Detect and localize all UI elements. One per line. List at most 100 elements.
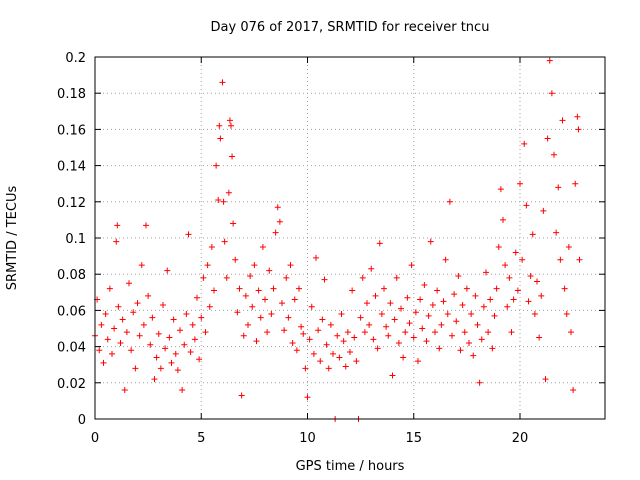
data-point: [230, 220, 237, 227]
grid-lines: [95, 57, 605, 419]
data-point: [395, 339, 402, 346]
data-point: [106, 285, 113, 292]
data-point: [474, 321, 481, 328]
data-point: [198, 314, 205, 321]
data-point: [536, 334, 543, 341]
data-point: [453, 318, 460, 325]
data-point: [412, 309, 419, 316]
data-point: [364, 300, 370, 307]
data-point: [434, 287, 441, 294]
data-point: [344, 329, 351, 336]
x-tick-labels: 0 5 10 15 20: [91, 431, 528, 446]
data-point: [242, 292, 249, 299]
data-point: [225, 189, 232, 196]
data-point: [385, 332, 392, 339]
y-tick-label: 0.12: [57, 196, 86, 211]
data-point: [565, 244, 572, 251]
data-point: [149, 314, 156, 321]
data-point: [283, 274, 290, 281]
data-point: [208, 244, 215, 251]
y-tick-label: 0.2: [65, 51, 86, 66]
data-point: [327, 321, 334, 328]
data-point: [102, 311, 109, 318]
axis-ticks: [94, 56, 605, 420]
x-tick-label: 20: [512, 431, 529, 446]
data-point: [531, 311, 538, 318]
data-point: [538, 292, 545, 299]
data-point: [272, 229, 279, 236]
data-points: [92, 57, 583, 422]
data-point: [347, 349, 353, 356]
data-point: [281, 327, 288, 334]
data-point: [183, 311, 190, 318]
y-tick-label: 0.08: [57, 268, 86, 283]
data-point: [449, 332, 455, 339]
y-tick-label: 0.1: [65, 232, 86, 247]
data-point: [510, 296, 517, 303]
data-point: [491, 312, 498, 319]
data-point: [514, 287, 521, 294]
data-point: [155, 330, 162, 337]
data-point: [185, 231, 192, 238]
data-point: [527, 273, 534, 280]
data-point: [132, 365, 139, 372]
data-point: [115, 303, 122, 310]
data-point: [342, 363, 349, 370]
data-point: [506, 274, 513, 281]
data-point: [370, 336, 377, 343]
data-point: [483, 269, 489, 276]
data-point: [287, 262, 294, 269]
data-point: [319, 316, 326, 323]
data-point: [517, 180, 523, 187]
data-point: [383, 323, 390, 330]
data-point: [415, 358, 421, 365]
data-point: [200, 274, 207, 281]
data-point: [262, 296, 268, 303]
data-point: [521, 140, 528, 147]
data-point: [206, 303, 213, 310]
data-point: [472, 292, 479, 299]
data-point: [140, 321, 147, 328]
data-point: [134, 300, 141, 307]
data-point: [245, 321, 251, 328]
data-point: [168, 359, 175, 366]
x-tick-label: 15: [405, 431, 422, 446]
data-point: [138, 262, 145, 269]
data-point: [315, 327, 322, 334]
data-point: [497, 186, 504, 193]
data-point: [459, 301, 466, 308]
x-axis-label: GPS time / hours: [296, 459, 405, 474]
data-point: [259, 244, 266, 251]
data-point: [223, 274, 230, 281]
data-point: [478, 336, 485, 343]
data-point: [576, 256, 583, 263]
data-point: [270, 285, 277, 292]
data-point: [553, 229, 560, 236]
data-point: [419, 325, 426, 332]
data-point: [308, 303, 315, 310]
data-point: [177, 327, 183, 334]
data-point: [548, 90, 555, 97]
data-point: [172, 350, 179, 357]
data-point: [126, 280, 132, 287]
data-point: [121, 387, 128, 394]
data-point: [480, 303, 487, 310]
y-tick-label: 0.02: [57, 377, 86, 392]
data-point: [574, 113, 581, 120]
data-point: [249, 303, 256, 310]
data-point: [217, 135, 224, 142]
y-tick-label: 0.16: [57, 123, 86, 138]
data-point: [293, 347, 300, 354]
x-tick-label: 0: [91, 431, 99, 446]
data-point: [366, 321, 373, 328]
data-point: [211, 287, 217, 294]
data-point: [236, 285, 243, 292]
data-point: [153, 354, 160, 361]
data-point: [493, 285, 500, 292]
data-point: [160, 301, 166, 308]
data-point: [298, 323, 305, 330]
y-tick-labels: 0 0.02 0.04 0.06 0.08 0.1 0.12 0.14 0.16 0.18 0.2: [57, 51, 86, 428]
data-point: [559, 117, 566, 124]
data-point: [238, 392, 245, 399]
